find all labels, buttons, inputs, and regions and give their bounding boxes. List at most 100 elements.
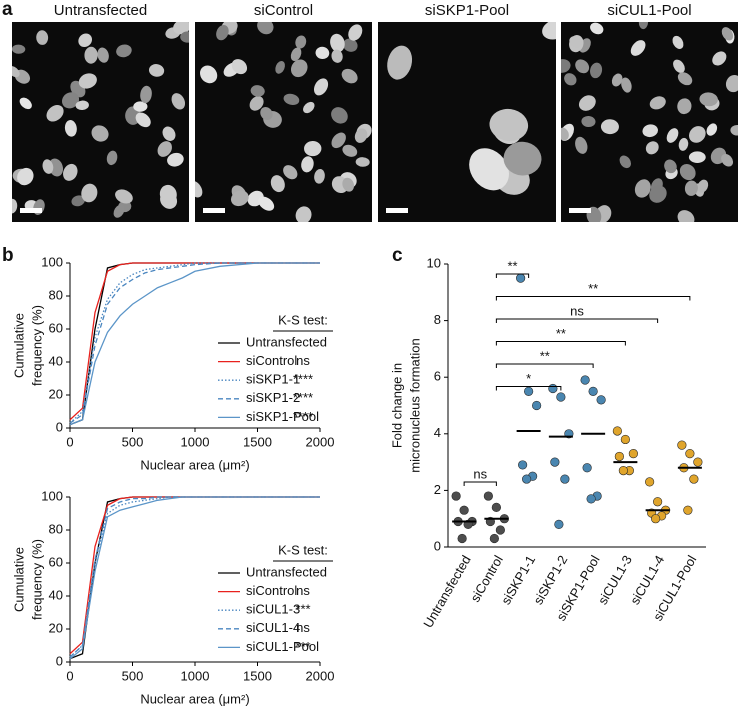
y-tick-label: 60 — [49, 554, 63, 569]
legend-annotation: ns — [296, 353, 310, 368]
y-tick-label: 6 — [434, 369, 441, 384]
x-tick-label: 2000 — [306, 434, 335, 449]
nucleus — [348, 24, 363, 41]
nucleus — [342, 177, 355, 192]
nucleus — [216, 24, 229, 41]
x-tick-label: 1500 — [243, 668, 272, 683]
nucleus — [542, 22, 556, 40]
y-axis-label: frequency (%) — [29, 539, 44, 620]
y-tick-label: 0 — [434, 538, 441, 553]
nucleus — [569, 36, 582, 48]
nucleus — [315, 46, 330, 60]
micrograph — [12, 22, 189, 222]
y-tick-label: 20 — [49, 386, 63, 401]
nucleus — [331, 132, 346, 149]
panel-label: a — [2, 0, 13, 20]
legend-label: Untransfected — [246, 564, 327, 579]
data-point — [645, 477, 655, 487]
nucleus — [295, 35, 307, 49]
data-point — [491, 502, 501, 512]
y-tick-label: 40 — [49, 587, 63, 602]
data-point — [495, 525, 505, 535]
nucleus — [342, 144, 358, 157]
nucleus — [304, 140, 322, 157]
data-point — [689, 474, 699, 484]
nucleus — [167, 152, 184, 167]
x-tick-label: 1000 — [181, 434, 210, 449]
nucleus — [630, 40, 646, 56]
nucleus — [645, 141, 659, 155]
nucleus — [677, 72, 693, 86]
y-tick-label: 40 — [49, 353, 63, 368]
nucleus — [195, 180, 203, 198]
nucleus — [666, 128, 679, 143]
data-point — [524, 386, 534, 396]
nucleus — [48, 158, 64, 177]
image-title: siCUL1-Pool — [607, 2, 691, 19]
nucleus — [42, 159, 54, 174]
nucleus — [649, 185, 667, 203]
y-tick-label: 60 — [49, 320, 63, 335]
image-title: Untransfected — [54, 2, 147, 19]
x-tick-label: 1000 — [181, 668, 210, 683]
significance-label: ** — [556, 326, 566, 341]
nucleus — [638, 22, 649, 30]
micrograph — [378, 22, 556, 222]
nucleus — [303, 101, 315, 114]
nucleus — [314, 168, 325, 184]
data-point — [560, 474, 570, 484]
nucleus — [664, 159, 677, 174]
legend-label: siCUL1-4 — [246, 620, 300, 635]
data-point — [516, 273, 526, 283]
series-line — [69, 262, 320, 424]
y-tick-label: 8 — [434, 312, 441, 327]
nucleus — [634, 179, 651, 198]
x-tick-label: 500 — [122, 434, 144, 449]
significance-label: * — [526, 371, 531, 386]
series-line — [69, 262, 320, 426]
legend-label: siSKP1-Pool — [246, 409, 319, 424]
data-point — [457, 533, 467, 544]
nucleus — [387, 45, 413, 80]
nucleus — [270, 175, 285, 193]
data-point — [685, 449, 695, 459]
legend-annotation: *** — [295, 602, 310, 617]
panel-label: b — [2, 245, 14, 266]
nucleus — [116, 44, 132, 58]
nucleus — [46, 105, 64, 122]
nucleus — [677, 98, 692, 115]
y-tick-label: 100 — [41, 488, 63, 503]
data-point — [677, 440, 687, 450]
nucleus — [64, 120, 77, 137]
nucleus — [173, 22, 189, 35]
data-point — [489, 533, 499, 544]
legend-title: K-S test: — [278, 312, 328, 327]
nucleus — [503, 141, 542, 176]
significance-bracket — [495, 341, 626, 346]
data-point — [651, 514, 661, 524]
nucleus — [343, 38, 358, 52]
x-tick-label: 1500 — [243, 434, 272, 449]
legend-annotation: **** — [293, 390, 313, 405]
nucleus — [673, 59, 685, 73]
nucleus — [71, 195, 85, 207]
nucleus — [159, 184, 177, 204]
data-point — [582, 463, 592, 473]
y-axis-label: micronucleus formation — [407, 338, 422, 472]
data-point — [586, 494, 596, 504]
series-line — [69, 496, 320, 660]
nucleus — [581, 115, 596, 128]
nucleus — [230, 190, 249, 207]
scale-bar — [203, 208, 225, 213]
nucleus — [113, 204, 125, 218]
x-tick-label: 2000 — [306, 668, 335, 683]
nucleus — [688, 126, 706, 143]
nucleus — [140, 85, 152, 104]
nucleus — [106, 150, 118, 166]
data-point — [653, 497, 663, 507]
nucleus — [157, 141, 172, 157]
y-axis-label: Fold change in — [389, 363, 404, 448]
nucleus — [489, 108, 529, 141]
nucleus — [258, 196, 275, 211]
